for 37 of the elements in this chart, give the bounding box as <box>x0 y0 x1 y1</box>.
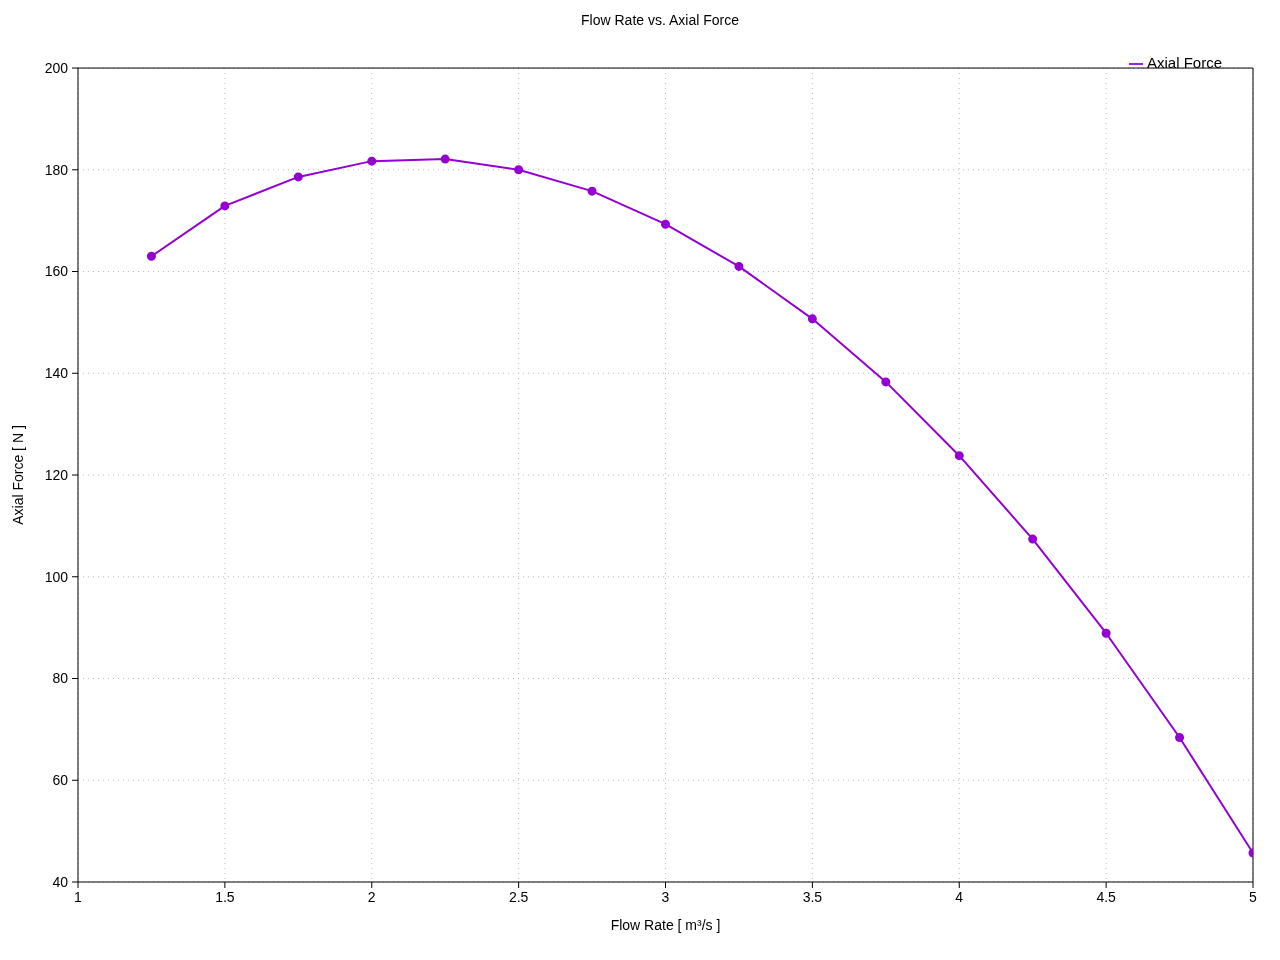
point <box>1175 733 1185 743</box>
x-tick-label: 1.5 <box>215 888 235 905</box>
x-tick-label: 2.5 <box>508 888 529 905</box>
y-tick-label: 80 <box>52 670 69 687</box>
point <box>220 201 230 211</box>
point <box>293 172 303 182</box>
x-tick-label: 2 <box>367 888 376 905</box>
point <box>367 156 377 166</box>
point <box>440 154 450 164</box>
y-tick-label: 180 <box>44 161 69 178</box>
point <box>807 314 817 324</box>
point <box>881 377 891 387</box>
point <box>954 451 964 461</box>
y-tick-label: 120 <box>44 466 69 483</box>
x-tick-label: 4 <box>955 888 964 905</box>
y-tick-label: 140 <box>44 365 69 382</box>
point <box>661 219 670 229</box>
point <box>1028 534 1038 544</box>
y-tick-label: 40 <box>52 873 69 890</box>
chart-title: Flow Rate vs. Axial Force <box>580 11 740 30</box>
y-tick-label: 100 <box>44 568 69 585</box>
x-tick-label: 1 <box>74 888 83 905</box>
point <box>734 261 744 271</box>
point <box>146 251 156 261</box>
y-tick-label: 200 <box>44 60 69 76</box>
x-tick-label: 5 <box>1249 888 1258 905</box>
point <box>1101 628 1111 638</box>
y-tick-label: 160 <box>44 263 69 280</box>
legend-label: Axial Force <box>1146 54 1222 71</box>
y-axis-title: Axial Force [ N ] <box>9 425 26 525</box>
x-tick-label: 4.5 <box>1096 888 1117 905</box>
point <box>514 165 524 175</box>
x-tick-label: 3 <box>661 888 670 905</box>
x-axis-title: Flow Rate [ m³/s ] <box>610 917 721 933</box>
x-tick-label: 3.5 <box>802 888 823 905</box>
y-tick-label: 60 <box>52 772 69 789</box>
point <box>587 186 597 196</box>
